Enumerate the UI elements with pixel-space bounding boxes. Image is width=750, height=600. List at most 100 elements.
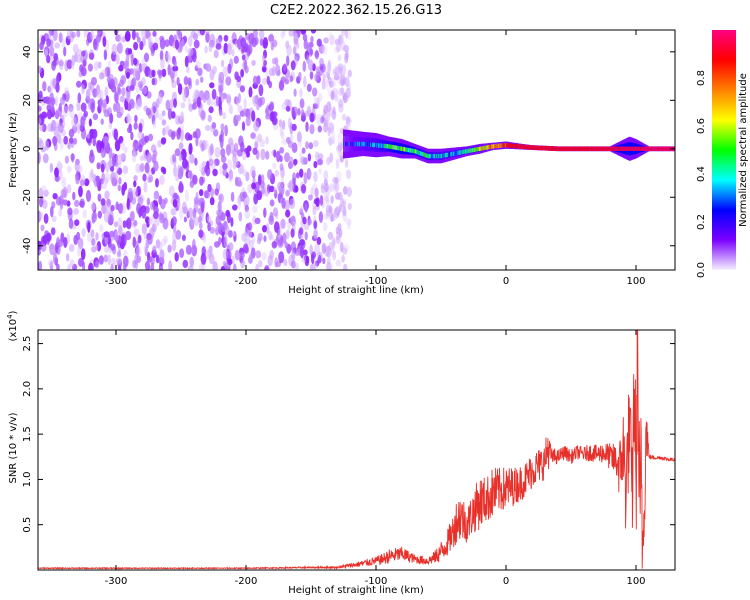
spectrogram-noise-cell xyxy=(198,215,202,223)
spectrogram-signal-core xyxy=(599,146,601,151)
spectrogram-noise-cell xyxy=(302,216,307,225)
spectrogram-signal-core xyxy=(583,146,585,151)
spectrogram-noise-cell xyxy=(196,96,202,108)
spectrogram-noise-cell xyxy=(274,257,279,268)
spectrogram-noise-cell xyxy=(243,243,249,254)
spectrogram-noise-cell xyxy=(236,180,243,187)
spectrogram-signal-core xyxy=(543,146,545,151)
spectrogram-signal-core xyxy=(406,147,408,152)
spectrogram-signal-core xyxy=(403,146,405,152)
spectrogram-noise-cell xyxy=(251,182,257,190)
spectrogram-noise-cell xyxy=(110,263,114,270)
spectrogram-noise-cell xyxy=(327,231,334,240)
spectrogram-noise-cell xyxy=(131,151,137,163)
spectrogram-noise-cell xyxy=(222,162,228,171)
spectrogram-noise-cell xyxy=(200,110,206,121)
spectrogram-noise-cell xyxy=(46,54,51,64)
spectrogram-noise-cell xyxy=(137,234,142,244)
spectrogram-noise-cell xyxy=(326,212,332,220)
spectrogram-noise-cell xyxy=(181,201,187,214)
spectrogram-noise-cell xyxy=(160,58,165,70)
spectrogram-noise-cell xyxy=(220,266,226,270)
spectrogram-signal-core xyxy=(567,146,569,151)
spectrogram-noise-cell xyxy=(241,191,248,199)
spectrogram-noise-cell xyxy=(68,243,75,253)
spectrogram-noise-cell xyxy=(316,97,320,109)
spectrogram-noise-cell xyxy=(100,118,104,125)
spectrogram-signal-core xyxy=(419,150,421,156)
spectrogram-noise-cell xyxy=(57,122,64,134)
spectrogram-signal-core xyxy=(424,152,427,158)
spectrogram-noise-cell xyxy=(43,46,49,57)
spectrogram-noise-cell xyxy=(321,242,327,254)
spectrogram-signal-core xyxy=(608,146,610,151)
spectrogram-noise-cell xyxy=(219,165,224,175)
spectrogram-noise-cell xyxy=(337,87,344,96)
spectrogram-noise-cell xyxy=(314,187,319,198)
spectrogram-signal-core xyxy=(666,146,668,151)
spectrogram-noise-cell xyxy=(69,107,74,119)
spectrogram-noise-cell xyxy=(227,250,232,260)
spectrogram-signal-core xyxy=(520,144,522,149)
spectrogram-noise-cell xyxy=(270,42,274,51)
spectrogram-signal-core xyxy=(540,145,542,151)
spectrogram-signal-core xyxy=(618,146,620,151)
spectrogram-noise-cell xyxy=(274,57,279,66)
spectrogram-noise-cell xyxy=(96,162,101,170)
spectrogram-signal-core xyxy=(426,153,428,158)
spectrogram-noise-cell xyxy=(97,30,102,36)
spectrogram-noise-cell xyxy=(250,165,256,177)
spectrogram-noise-cell xyxy=(313,161,318,169)
spectrogram-noise-cell xyxy=(314,151,320,162)
spectrogram-noise-cell xyxy=(109,78,115,89)
spectrogram-signal-core xyxy=(668,146,670,151)
spectrogram-noise-cell xyxy=(300,30,307,35)
spectrogram-noise-cell xyxy=(204,30,211,34)
spectrogram-signal-core xyxy=(632,146,634,151)
spectrogram-noise-cell xyxy=(103,254,109,263)
spectrogram-noise-cell xyxy=(68,137,74,144)
spectrogram-signal-core xyxy=(478,146,480,152)
spectrogram-signal-core xyxy=(584,146,586,151)
spectrogram-noise-cell xyxy=(319,116,325,124)
spectrogram-noise-cell xyxy=(145,238,150,249)
spectrogram-noise-cell xyxy=(282,63,287,72)
spectrogram-signal-core xyxy=(644,146,646,151)
spectrogram-noise-cell xyxy=(314,49,319,60)
spectrogram-signal-core xyxy=(412,148,414,153)
spectrogram-noise-cell xyxy=(117,265,122,270)
spectrogram-noise-cell xyxy=(108,158,113,168)
spectrogram-noise-cell xyxy=(268,230,273,241)
spectrogram-noise-cell xyxy=(135,102,139,109)
spectrogram-signal-core xyxy=(407,147,409,153)
spectrogram-noise-cell xyxy=(50,206,54,218)
spectrogram-signal-core xyxy=(344,141,346,147)
spectrogram-noise-cell xyxy=(223,235,228,247)
spectrogram-noise-cell xyxy=(131,197,137,205)
spectrogram-noise-cell xyxy=(107,131,112,139)
spectrogram-noise-cell xyxy=(152,42,159,51)
spectrogram-noise-cell xyxy=(48,82,53,94)
spectrogram-y-tick-label: 20 xyxy=(22,94,33,107)
spectrogram-noise-cell xyxy=(252,30,258,38)
spectrogram-noise-cell xyxy=(344,30,349,39)
spectrogram-noise-cell xyxy=(309,71,314,80)
spectrogram-noise-cell xyxy=(347,121,351,131)
spectrogram-noise-cell xyxy=(209,69,215,81)
spectrogram-noise-cell xyxy=(104,190,110,200)
spectrogram-noise-cell xyxy=(342,186,348,195)
spectrogram-noise-cell xyxy=(151,69,156,78)
spectrogram-noise-cell xyxy=(226,159,233,171)
spectrogram-noise-cell xyxy=(333,74,340,81)
spectrogram-noise-cell xyxy=(327,59,331,72)
spectrogram-noise-cell xyxy=(181,234,186,241)
spectrogram-noise-cell xyxy=(114,139,121,152)
spectrogram-noise-cell xyxy=(330,77,336,88)
spectrogram-noise-cell xyxy=(90,102,95,113)
spectrogram-noise-cell xyxy=(306,83,312,93)
spectrogram-noise-cell xyxy=(234,250,240,261)
spectrogram-noise-cell xyxy=(187,77,192,86)
spectrogram-noise-cell xyxy=(274,169,280,177)
spectrogram-signal-core xyxy=(433,153,435,159)
spectrogram-signal-core xyxy=(355,141,357,147)
